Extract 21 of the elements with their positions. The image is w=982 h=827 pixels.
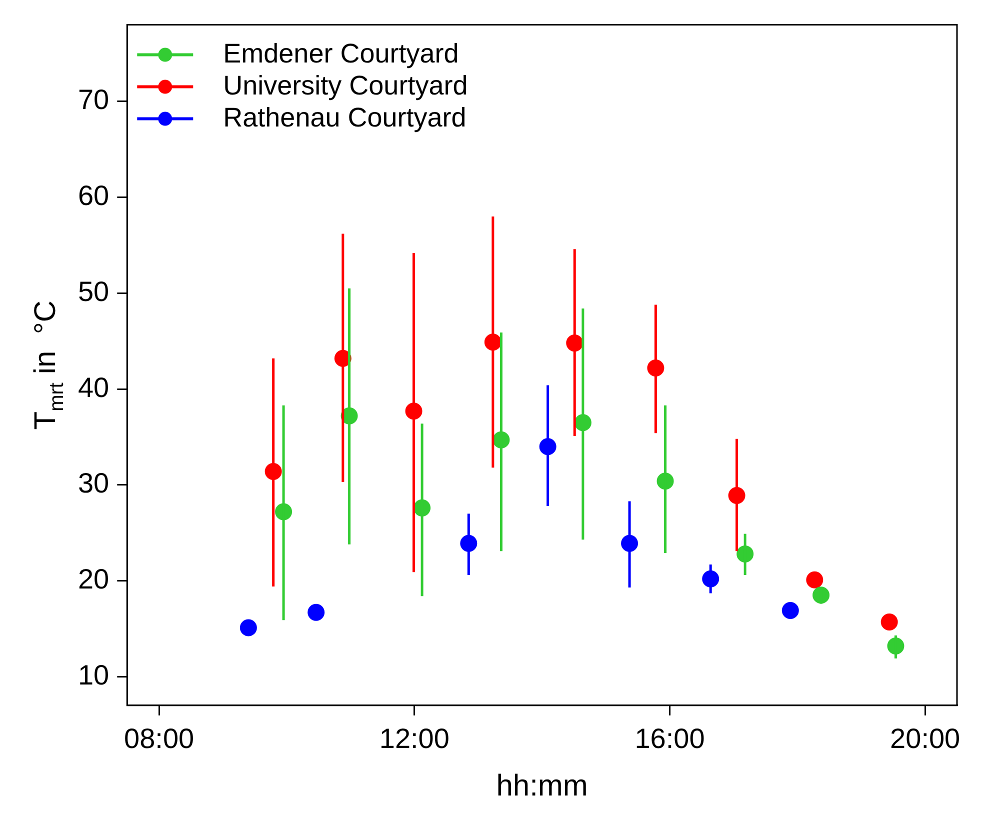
x-tick-label: 20:00 <box>890 722 960 754</box>
y-tick-label: 20 <box>78 564 110 594</box>
y-tick-label: 10 <box>78 659 110 690</box>
y-tick-label: 50 <box>78 276 110 307</box>
legend-label: Emdener Courtyard <box>223 38 459 68</box>
y-tick-label: 40 <box>78 372 110 403</box>
y-tick-label: 70 <box>78 84 110 116</box>
point <box>782 602 799 619</box>
legend-label: University Courtyard <box>223 70 468 100</box>
x-axis-title: hh:mm <box>496 769 588 802</box>
point <box>806 571 824 588</box>
x-tick-label: 12:00 <box>379 722 450 754</box>
y-tick-label: 60 <box>78 180 110 212</box>
x-tick-label: 16:00 <box>634 722 705 754</box>
y-tick-label: 30 <box>78 468 110 499</box>
legend-label: Rathenau Courtyard <box>223 102 466 132</box>
x-tick-label: 08:00 <box>124 722 194 754</box>
point <box>880 614 898 631</box>
point <box>240 619 257 636</box>
point <box>308 604 325 621</box>
y-axis-title: Tmrt in °C <box>29 300 68 430</box>
